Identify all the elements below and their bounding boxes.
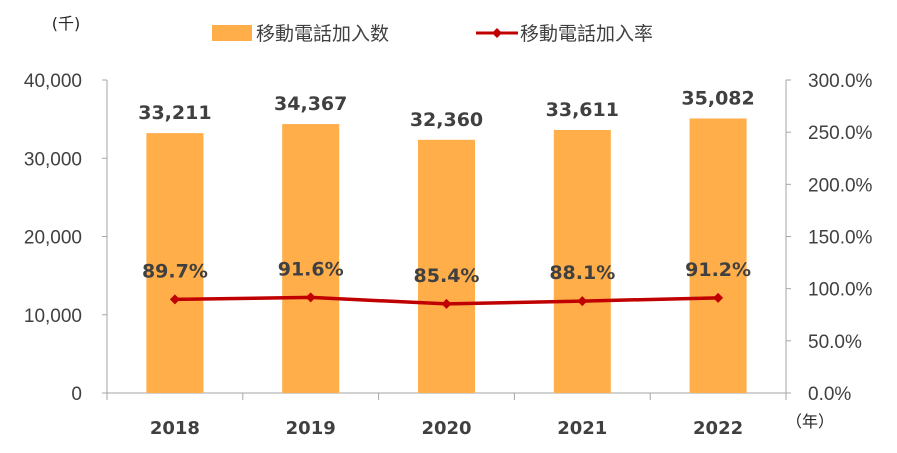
y-right-tick-label: 150.0% bbox=[808, 228, 873, 249]
plot-area: 0 10,000 20,000 30,000 40,000 0.0% 50.0% 100.0%… bbox=[24, 71, 873, 439]
bar-data-label: 35,082 bbox=[681, 87, 754, 109]
y-right-tick-label: 300.0% bbox=[808, 71, 873, 92]
legend-bar-swatch bbox=[212, 25, 252, 41]
legend-line-marker bbox=[492, 28, 502, 38]
x-tick-label: 2021 bbox=[557, 418, 607, 439]
line-data-label: 89.7% bbox=[142, 260, 208, 282]
line-point bbox=[713, 292, 724, 303]
bar-data-label: 33,211 bbox=[138, 102, 211, 124]
line-point bbox=[305, 292, 316, 303]
x-tick-label: 2020 bbox=[421, 418, 471, 439]
line-data-label: 88.1% bbox=[549, 262, 615, 284]
line-point bbox=[577, 296, 588, 307]
legend-item-bar: 移動電話加入数 bbox=[212, 23, 389, 45]
bar-data-label: 32,360 bbox=[410, 109, 483, 131]
line-data-label: 85.4% bbox=[414, 265, 480, 287]
bar bbox=[282, 124, 340, 394]
bar bbox=[418, 139, 475, 393]
line-data-label: 91.6% bbox=[278, 258, 344, 280]
bar bbox=[146, 133, 204, 393]
legend-line-label: 移動電話加入率 bbox=[520, 23, 653, 45]
line-point bbox=[169, 294, 180, 305]
y-left-tick-label: 40,000 bbox=[24, 71, 82, 92]
y-left-tick-label: 30,000 bbox=[24, 149, 82, 170]
line-data-label: 91.2% bbox=[685, 259, 751, 281]
y-left-unit: (千) bbox=[52, 14, 81, 33]
x-tick-label: 2022 bbox=[693, 418, 743, 439]
bar-data-label: 33,611 bbox=[546, 99, 619, 121]
legend-bar-label: 移動電話加入数 bbox=[256, 23, 389, 45]
bar bbox=[689, 118, 747, 394]
legend: 移動電話加入数 移動電話加入率 bbox=[212, 23, 653, 45]
y-right-tick-label: 100.0% bbox=[808, 280, 873, 301]
x-tick-label: 2019 bbox=[286, 418, 336, 439]
y-right-tick-label: 50.0% bbox=[808, 332, 862, 353]
bar-data-label: 34,367 bbox=[274, 93, 347, 115]
bar bbox=[553, 129, 611, 393]
y-left-tick-label: 10,000 bbox=[24, 306, 82, 327]
x-tick-label: 2018 bbox=[150, 418, 200, 439]
legend-item-line: 移動電話加入率 bbox=[476, 23, 653, 45]
line-point bbox=[441, 298, 452, 309]
y-left-tick-label: 0 bbox=[71, 384, 82, 405]
y-right-tick-label: 250.0% bbox=[808, 123, 873, 144]
x-unit: （年） bbox=[786, 412, 834, 431]
y-right-tick-label: 200.0% bbox=[808, 175, 873, 196]
y-left-tick-label: 20,000 bbox=[24, 228, 82, 249]
y-right-tick-label: 0.0% bbox=[808, 384, 851, 405]
